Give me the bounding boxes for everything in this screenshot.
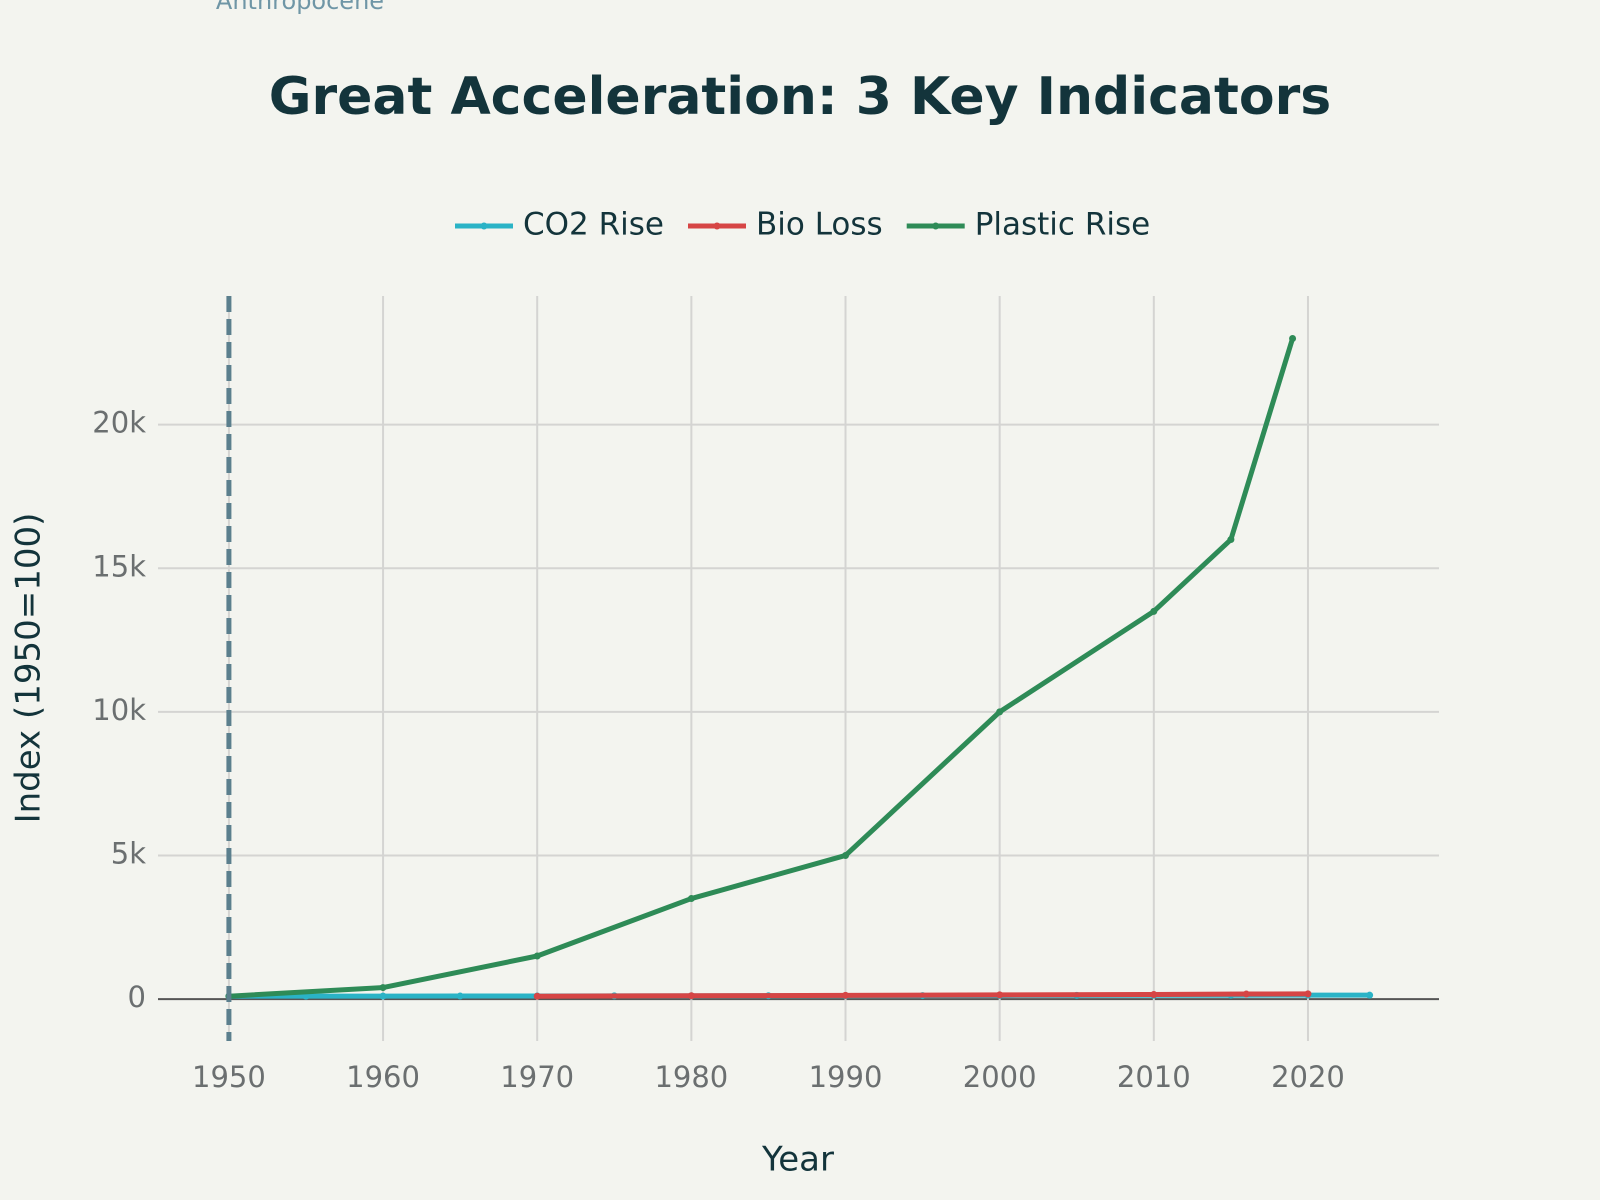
point [379, 984, 387, 992]
legend-marker [480, 222, 488, 230]
x-tick-label: 2020 [1271, 1060, 1345, 1094]
x-tick-label: 1980 [654, 1060, 728, 1094]
point [687, 992, 695, 1000]
series-line [537, 991, 1308, 999]
point [1289, 335, 1297, 343]
legend-marker [932, 222, 940, 230]
legend-label: CO2 Rise [523, 207, 664, 243]
x-tick-label: 2010 [1117, 1060, 1191, 1094]
legend: CO2 Rise Bio Loss Plastic Rise [455, 207, 1150, 243]
y-tick-label: 15k [92, 549, 146, 583]
x-tick-label: 1960 [346, 1060, 420, 1094]
point [1150, 607, 1158, 615]
point [1150, 990, 1158, 998]
point [842, 851, 850, 859]
y-tick-label: 20k [92, 406, 146, 440]
point [533, 992, 541, 1000]
y-tick-label: 10k [92, 693, 146, 727]
x-tick-label: 1970 [500, 1060, 574, 1094]
point [996, 708, 1004, 716]
legend-label: Plastic Rise [975, 207, 1151, 243]
y-tick-label: 0 [128, 980, 146, 1014]
x-tick-label: 2000 [963, 1060, 1037, 1094]
x-tick-label: 1950 [192, 1060, 266, 1094]
point [687, 895, 695, 903]
point [1227, 536, 1235, 544]
chart-title: Great Acceleration: 3 Key Indicators [269, 67, 1331, 127]
x-axis-title: Year [761, 1140, 834, 1180]
annotation: Anthropocene [216, 0, 384, 15]
point [842, 991, 850, 999]
point [1242, 990, 1250, 998]
y-axis-title: Index (1950=100) [9, 513, 49, 824]
point [379, 992, 387, 1000]
y-tick-label: 5k [111, 836, 146, 870]
legend-marker [713, 222, 721, 230]
point [456, 992, 464, 1000]
point [1304, 990, 1312, 998]
point [1366, 991, 1374, 999]
point [533, 952, 541, 960]
series-line [228, 337, 1295, 999]
legend-label: Bio Loss [756, 207, 883, 243]
point [996, 991, 1004, 999]
x-tick-label: 1990 [809, 1060, 883, 1094]
